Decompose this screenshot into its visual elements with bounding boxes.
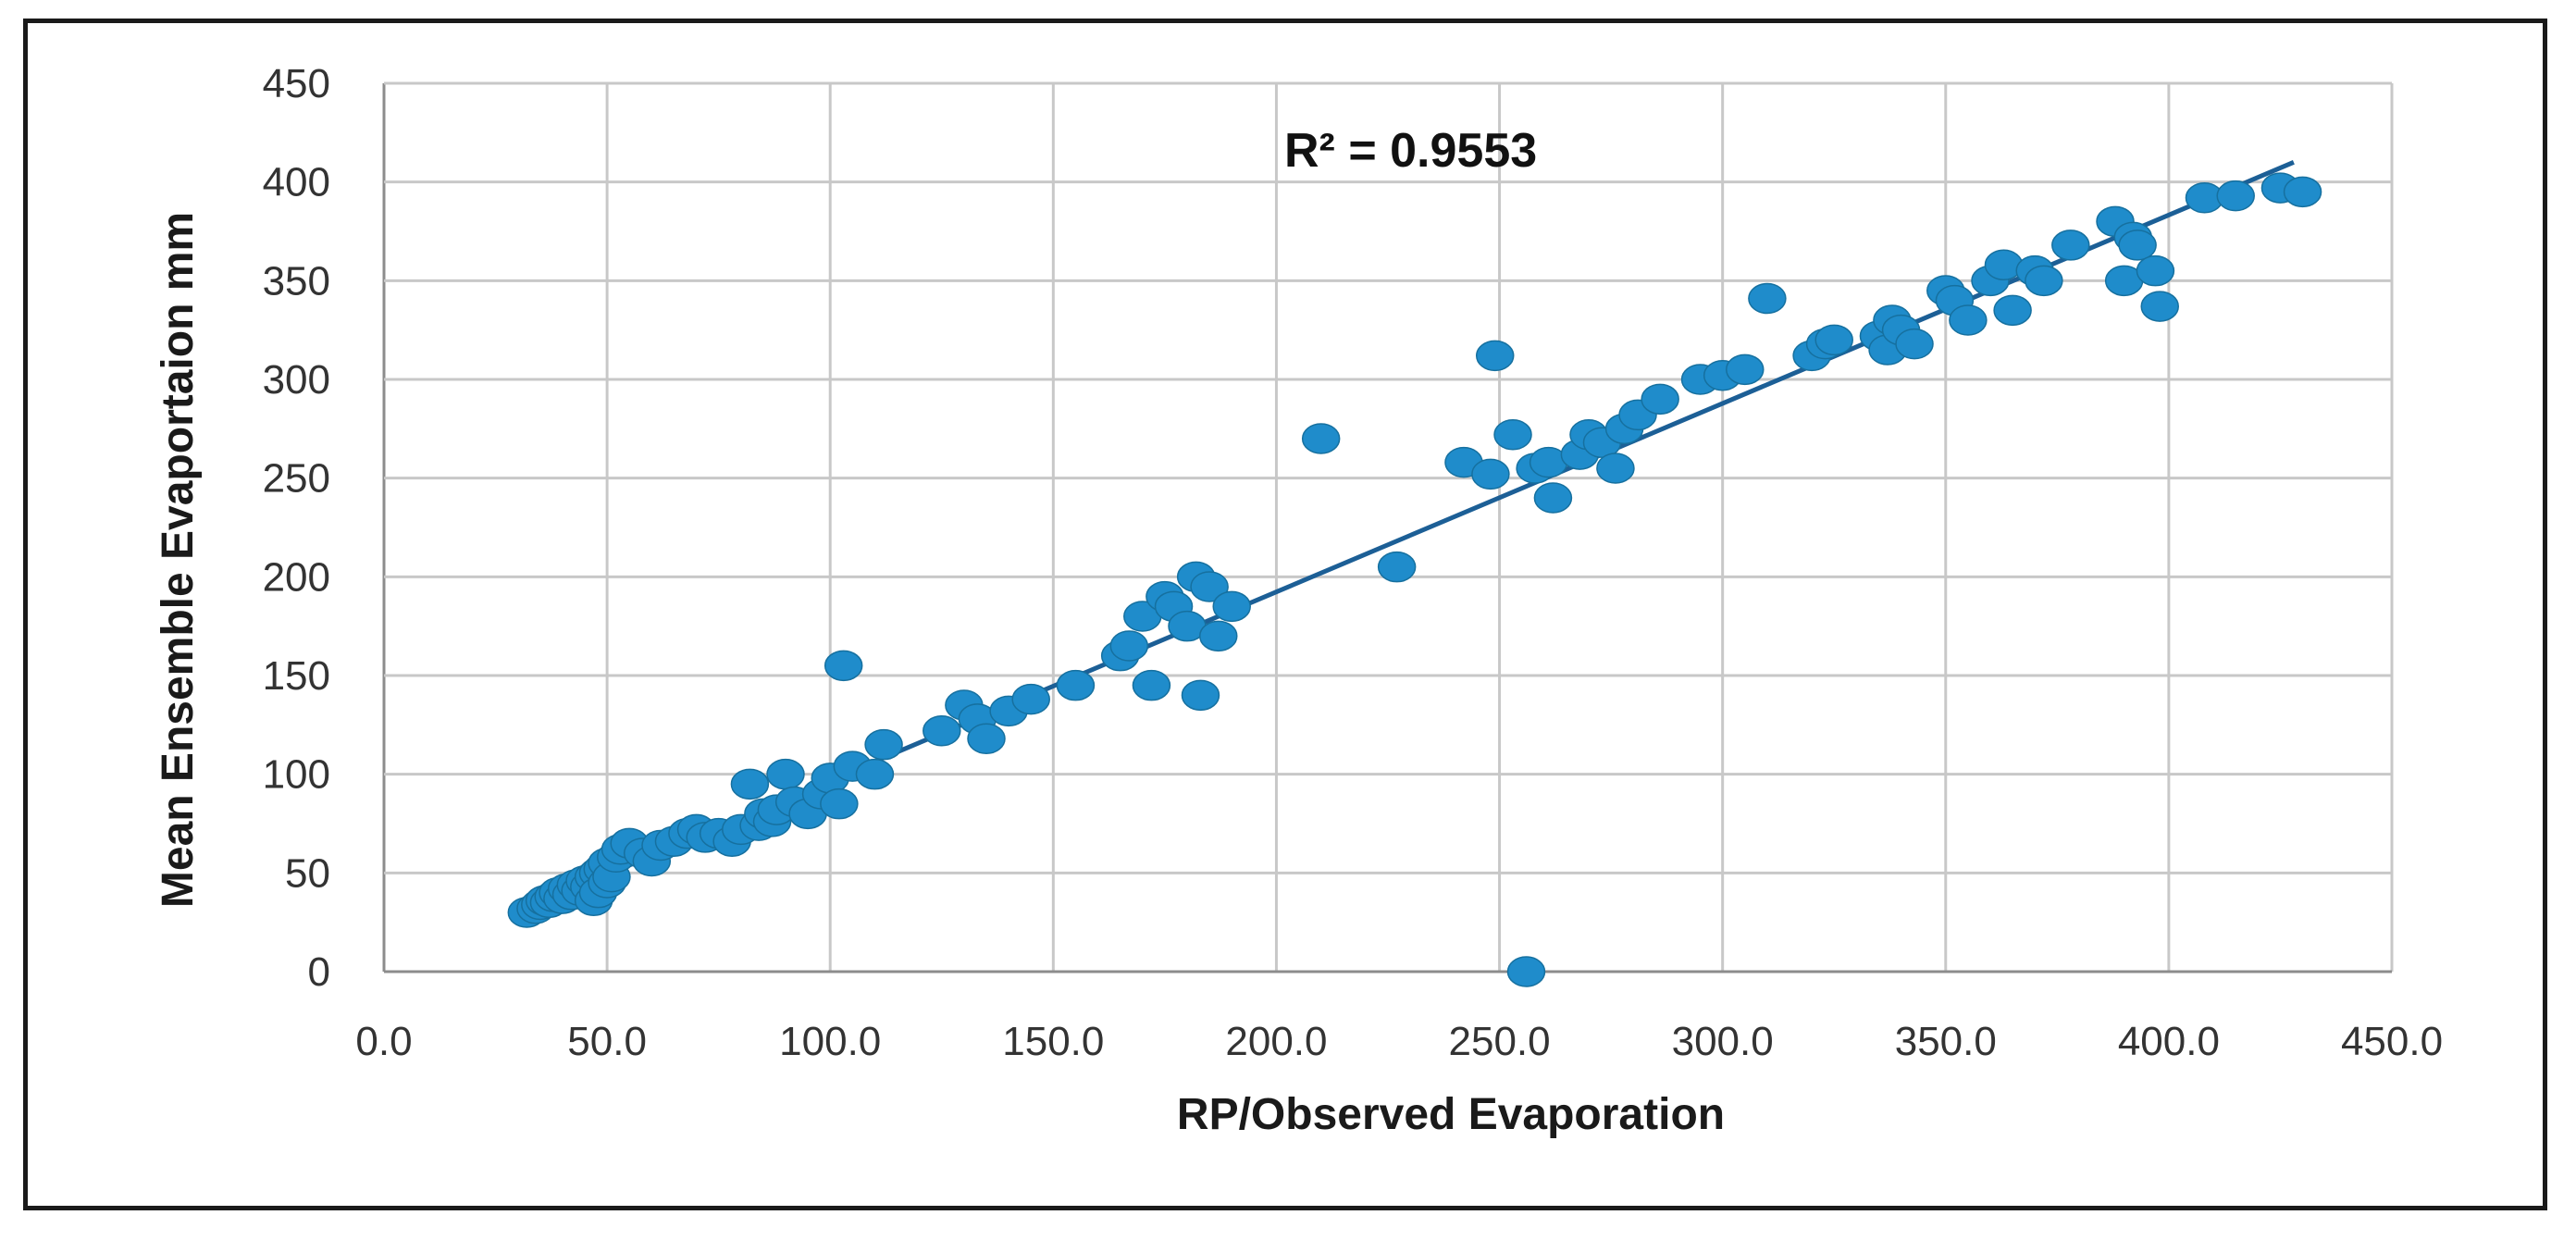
x-tick-label: 400.0 — [2118, 1019, 2220, 1064]
x-tick-label: 200.0 — [1225, 1019, 1327, 1064]
y-axis-title: Mean Ensemble Evaportaion mm — [154, 212, 203, 908]
y-tick-label: 100 — [263, 752, 330, 798]
data-point — [2283, 176, 2322, 208]
data-point — [1993, 294, 2032, 327]
data-point — [1181, 679, 1220, 712]
y-tick-label: 0 — [308, 949, 330, 995]
data-point — [1109, 630, 1149, 662]
data-point — [1132, 669, 1171, 701]
data-points — [507, 172, 2322, 987]
y-tick-label: 350 — [263, 258, 330, 304]
data-point — [967, 723, 1006, 755]
data-point — [1748, 282, 1787, 315]
x-tick-label: 50.0 — [567, 1019, 647, 1064]
data-point — [1056, 669, 1096, 701]
data-point — [1533, 482, 1573, 514]
data-point — [1011, 683, 1050, 715]
data-point — [923, 714, 961, 747]
data-point — [824, 650, 863, 682]
y-tick-label: 400 — [263, 160, 330, 205]
data-point — [1949, 304, 1988, 336]
y-tick-label: 200 — [263, 554, 330, 600]
data-point — [1641, 383, 1679, 415]
r-squared-annotation: R² = 0.9553 — [1284, 124, 1537, 178]
data-point — [1471, 458, 1510, 490]
data-point — [766, 758, 805, 790]
x-tick-label: 250.0 — [1449, 1019, 1551, 1064]
x-tick-label: 100.0 — [779, 1019, 881, 1064]
data-point — [1377, 551, 1417, 583]
data-point — [2140, 291, 2179, 322]
data-point — [730, 768, 770, 800]
data-point — [1475, 340, 1515, 372]
x-tick-label: 0.0 — [355, 1019, 412, 1064]
data-point — [1493, 418, 1532, 451]
data-point — [864, 728, 903, 761]
x-tick-label: 150.0 — [1002, 1019, 1104, 1064]
data-point — [1814, 324, 1853, 356]
data-point — [1199, 620, 1238, 652]
data-point — [1895, 328, 1934, 360]
y-tick-label: 250 — [263, 456, 330, 502]
y-tick-label: 50 — [285, 850, 330, 896]
data-point — [2216, 180, 2255, 212]
data-point — [1726, 353, 1765, 386]
data-point — [1596, 453, 1635, 484]
x-tick-labels: 0.0 50.0 100.0 150.0 200.0 250.0 300.0 350.0 400… — [355, 1019, 2443, 1064]
y-tick-label: 450 — [263, 61, 330, 106]
data-point — [2051, 229, 2090, 261]
y-tick-labels: 0 50 100 150 200 250 300 350 400 450 — [263, 61, 330, 995]
x-axis-title: RP/Observed Evaporation — [1177, 1090, 1725, 1139]
data-point — [1212, 590, 1251, 623]
chart-frame: 0.0 50.0 100.0 150.0 200.0 250.0 300.0 350.0 400… — [23, 19, 2547, 1210]
data-point — [1301, 423, 1341, 454]
data-point — [820, 787, 859, 820]
x-tick-label: 450.0 — [2341, 1019, 2443, 1064]
data-point — [1190, 571, 1229, 602]
y-tick-label: 300 — [263, 357, 330, 403]
data-point — [855, 758, 895, 790]
data-point — [2118, 229, 2157, 261]
scatter-chart: 0.0 50.0 100.0 150.0 200.0 250.0 300.0 350.0 400… — [154, 61, 2443, 1139]
data-point — [1506, 956, 1546, 987]
data-point — [2136, 254, 2175, 287]
x-tick-label: 300.0 — [1672, 1019, 1774, 1064]
x-tick-label: 350.0 — [1895, 1019, 1997, 1064]
y-tick-label: 150 — [263, 653, 330, 699]
data-point — [2025, 265, 2063, 297]
